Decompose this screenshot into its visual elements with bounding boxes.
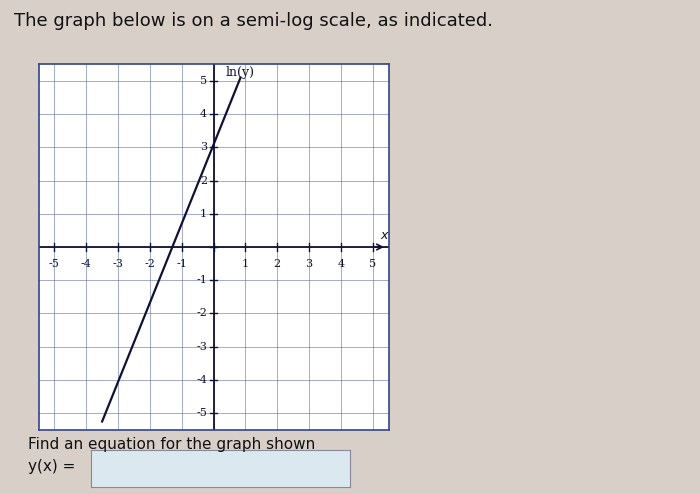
Text: -4: -4	[80, 259, 92, 269]
Text: -2: -2	[144, 259, 155, 269]
Text: 2: 2	[274, 259, 281, 269]
Text: -3: -3	[196, 342, 207, 352]
Text: -1: -1	[196, 275, 207, 285]
Text: -5: -5	[196, 408, 207, 418]
Text: 4: 4	[337, 259, 344, 269]
Text: Find an equation for the graph shown: Find an equation for the graph shown	[28, 437, 315, 452]
Text: -4: -4	[196, 375, 207, 385]
Text: ln(y): ln(y)	[225, 66, 255, 79]
Text: 1: 1	[241, 259, 249, 269]
Text: -3: -3	[113, 259, 123, 269]
Text: 5: 5	[200, 76, 207, 86]
Text: -5: -5	[49, 259, 60, 269]
Text: y(x) =: y(x) =	[28, 459, 76, 474]
Text: 3: 3	[200, 142, 207, 152]
Text: -2: -2	[196, 308, 207, 319]
Text: The graph below is on a semi-log scale, as indicated.: The graph below is on a semi-log scale, …	[14, 12, 493, 30]
Text: x: x	[380, 229, 387, 242]
Text: -1: -1	[176, 259, 187, 269]
Text: 1: 1	[200, 209, 207, 219]
Text: 3: 3	[305, 259, 312, 269]
Text: 2: 2	[200, 175, 207, 186]
Text: 5: 5	[369, 259, 376, 269]
Text: 4: 4	[200, 109, 207, 119]
